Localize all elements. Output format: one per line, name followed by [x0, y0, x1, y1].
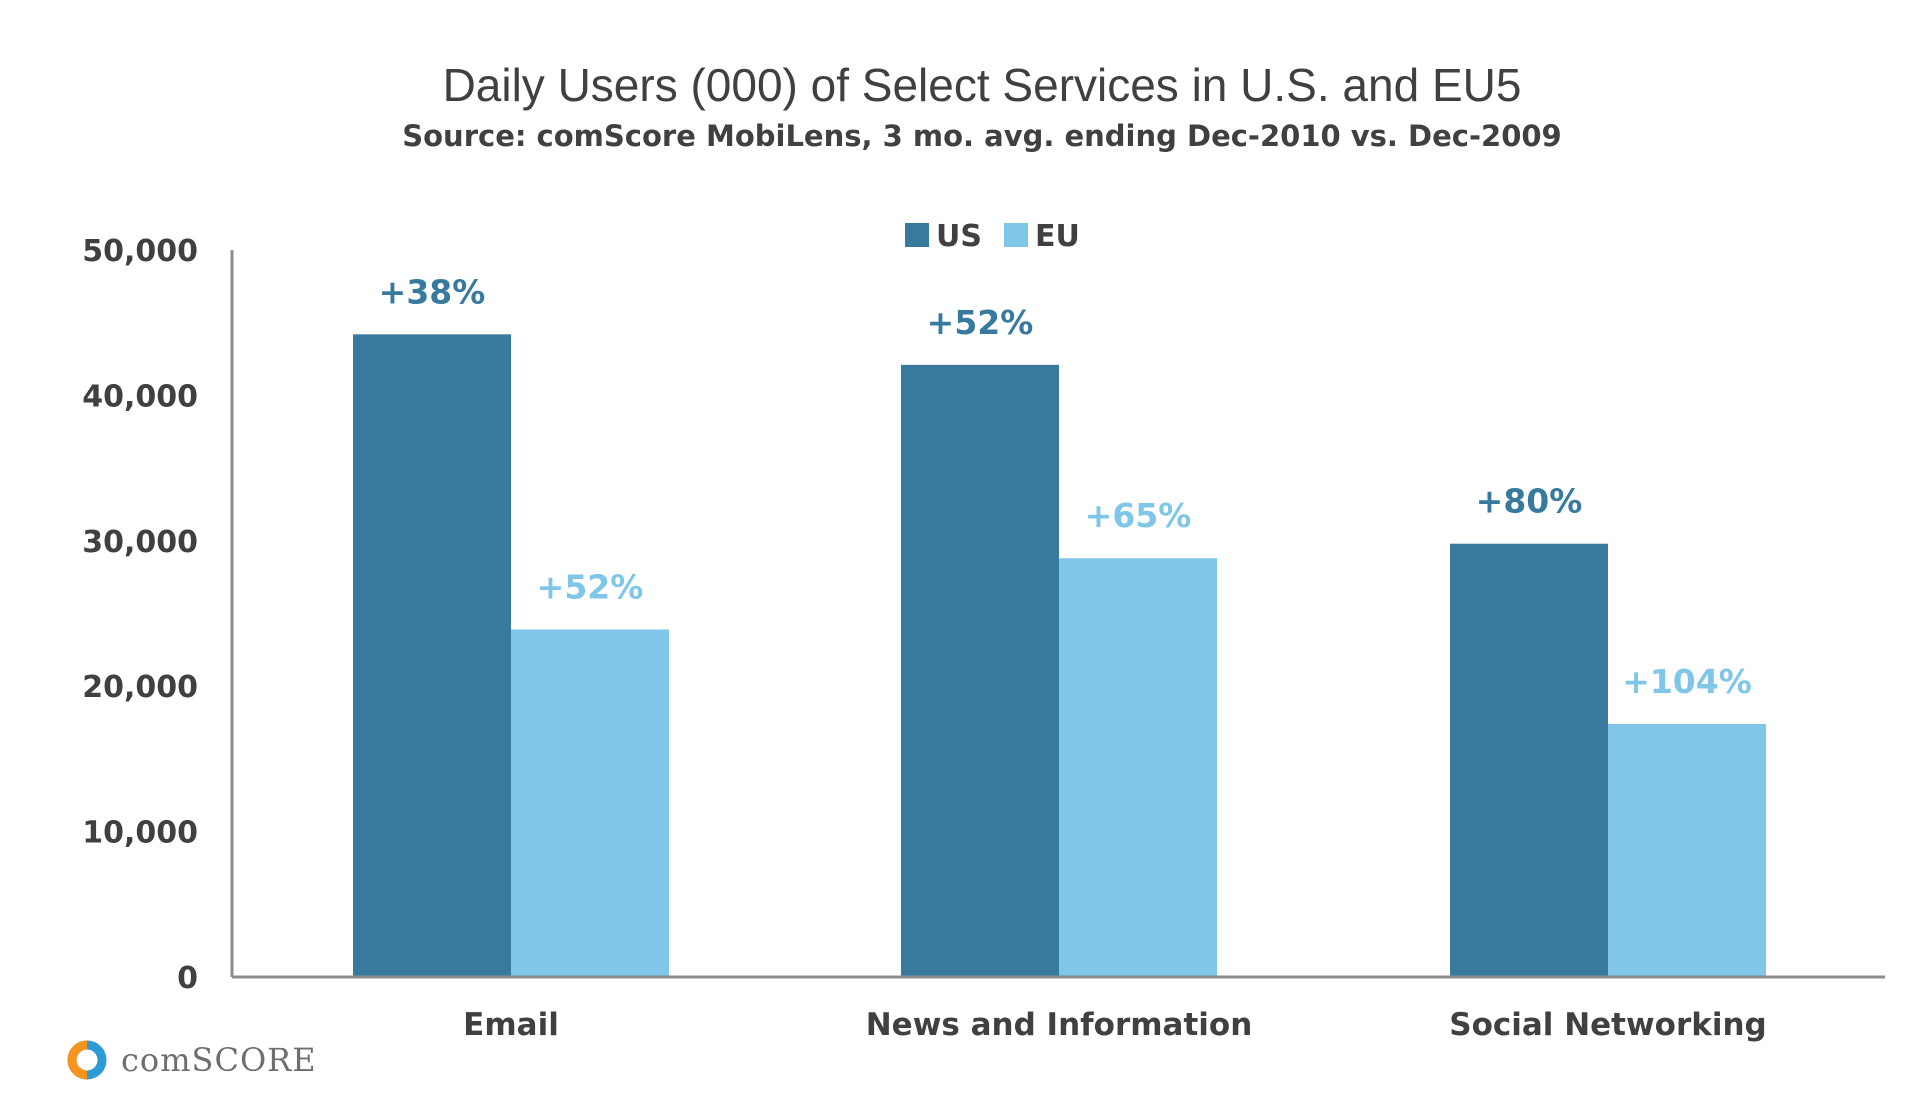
data-labels: +38% +52% +52% +65% +80% +104% — [379, 272, 1752, 701]
bar-us-3 — [1450, 543, 1608, 977]
comscore-logo: comSCORE — [67, 1040, 317, 1080]
category-label: Email — [463, 1007, 559, 1043]
y-tick-label: 10,000 — [82, 816, 198, 851]
chart-subtitle: Source: comScore MobiLens, 3 mo. avg. en… — [402, 119, 1561, 153]
chart-title: Daily Users (000) of Select Services in … — [443, 59, 1522, 111]
category-labels: Email News and Information Social Networki… — [463, 1007, 1767, 1043]
data-label-us-1: +38% — [379, 272, 486, 311]
data-label-eu-3: +104% — [1622, 662, 1752, 701]
bars — [353, 334, 1766, 978]
bar-eu-2 — [1059, 558, 1217, 977]
y-tick-label: 0 — [177, 961, 198, 996]
category-label: News and Information — [866, 1007, 1253, 1043]
legend-label-eu: EU — [1035, 219, 1080, 254]
y-axis-ticks: 0 10,000 20,000 30,000 40,000 50,000 — [82, 234, 198, 996]
data-label-eu-2: +65% — [1085, 496, 1192, 535]
legend-swatch-us — [905, 223, 929, 247]
category-label: Social Networking — [1449, 1007, 1766, 1043]
data-label-us-3: +80% — [1476, 482, 1583, 521]
legend-label-us: US — [936, 219, 982, 254]
legend: US EU — [905, 219, 1080, 254]
y-tick-label: 30,000 — [82, 525, 198, 560]
y-tick-label: 40,000 — [82, 379, 198, 414]
bar-eu-3 — [1608, 724, 1766, 977]
bar-us-1 — [353, 334, 511, 977]
data-label-us-2: +52% — [927, 303, 1034, 342]
axes — [230, 250, 1885, 979]
y-tick-label: 50,000 — [82, 234, 198, 269]
bar-eu-1 — [511, 629, 669, 977]
comscore-logo-icon — [67, 1040, 107, 1080]
y-tick-label: 20,000 — [82, 670, 198, 705]
comscore-logo-text: comSCORE — [121, 1041, 317, 1079]
bar-us-2 — [901, 364, 1059, 978]
data-label-eu-1: +52% — [537, 567, 644, 606]
legend-swatch-eu — [1004, 223, 1028, 247]
